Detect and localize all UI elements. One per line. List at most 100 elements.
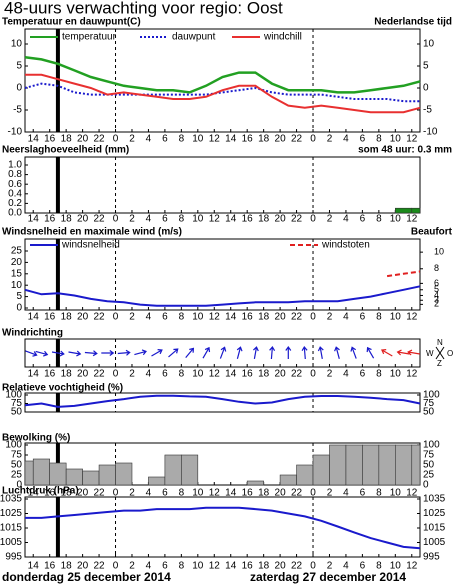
compass-rose — [435, 346, 445, 360]
x-tick-label: 20 — [77, 312, 89, 323]
x-tick-label: 2 — [129, 369, 135, 380]
wind-arrow — [35, 350, 49, 357]
x-tick-label: 18 — [61, 369, 73, 380]
x-tick-label: 0 — [310, 488, 316, 499]
x-tick-label: 2 — [327, 214, 333, 225]
x-tick-label: 10 — [192, 134, 204, 145]
x-tick-label: 2 — [327, 369, 333, 380]
x-tick-label: 10 — [192, 214, 204, 225]
x-tick-label: 18 — [61, 214, 73, 225]
bar — [181, 454, 199, 486]
x-tick-label: 18 — [61, 561, 73, 572]
x-tick-label: 4 — [146, 488, 152, 499]
x-tick-label: 0 — [113, 134, 119, 145]
x-tick-label: 14 — [28, 134, 40, 145]
wind-arrow — [285, 345, 292, 359]
date-label: zaterdag 27 december 2014 — [250, 570, 406, 584]
x-tick-label: 10 — [390, 561, 402, 572]
x-tick-label: 18 — [258, 214, 270, 225]
x-tick-label: 10 — [390, 134, 402, 145]
x-tick-label: 2 — [129, 488, 135, 499]
y-tick-label: 25 — [11, 470, 23, 481]
wind-arrow — [317, 346, 324, 360]
x-tick-label: 22 — [291, 561, 303, 572]
y-tick-label: 0.2 — [8, 198, 22, 209]
compass-label: O — [447, 349, 453, 358]
y-tick-label: 100 — [5, 390, 22, 401]
x-tick-label: 18 — [258, 312, 270, 323]
x-tick-label: 16 — [242, 561, 254, 572]
x-tick-label: 2 — [327, 134, 333, 145]
x-tick-label: 20 — [275, 369, 287, 380]
plot-frame — [24, 156, 421, 214]
legend-label: windstoten — [321, 240, 370, 251]
x-tick-label: 6 — [360, 488, 366, 499]
y-tick-label: 15 — [11, 268, 23, 279]
x-tick-label: 14 — [225, 561, 237, 572]
y-tick-label: 75 — [423, 450, 435, 461]
date-label: donderdag 25 december 2014 — [2, 570, 171, 584]
y-tick-label: 1015 — [0, 523, 22, 534]
x-tick-label: 4 — [146, 312, 152, 323]
bar — [279, 474, 297, 486]
x-tick-label: 8 — [376, 134, 382, 145]
series-line — [24, 285, 421, 307]
x-tick-label: 2 — [129, 312, 135, 323]
x-tick-label: 0 — [113, 214, 119, 225]
y-tick-label: 10 — [11, 39, 23, 50]
bar — [82, 470, 100, 486]
x-tick-label: 2 — [327, 488, 333, 499]
legend-label: temperatuur — [62, 32, 117, 43]
y-tick-label: 5 — [16, 291, 22, 302]
x-tick-label: 22 — [94, 561, 106, 572]
plot-frame — [24, 238, 421, 311]
x-tick-label: 12 — [209, 134, 221, 145]
y-tick-label: 0.0 — [8, 208, 22, 219]
y-tick-label: -5 — [13, 105, 22, 116]
x-tick-label: 8 — [376, 214, 382, 225]
x-tick-label: 14 — [225, 369, 237, 380]
y-tick-label: 5 — [16, 61, 22, 72]
wind-arrow — [407, 349, 421, 356]
bar — [98, 464, 116, 486]
y-tick-label: 0 — [16, 480, 22, 491]
panel-title: Windrichting — [2, 328, 63, 339]
panel-note: som 48 uur: 0.3 mm — [358, 145, 452, 156]
y2-tick-label: 10 — [434, 247, 444, 257]
y-tick-label: -5 — [423, 105, 432, 116]
x-tick-label: 2 — [129, 214, 135, 225]
x-tick-label: 20 — [77, 134, 89, 145]
x-tick-label: 2 — [129, 561, 135, 572]
x-tick-label: 14 — [28, 561, 40, 572]
wind-arrow — [334, 346, 340, 359]
plot-frame — [24, 338, 421, 368]
x-tick-label: 18 — [258, 134, 270, 145]
bar — [395, 444, 413, 486]
x-tick-label: 6 — [162, 561, 168, 572]
x-tick-label: 4 — [343, 369, 349, 380]
y-tick-label: 1.0 — [8, 160, 22, 171]
y-tick-label: 100 — [423, 390, 440, 401]
x-tick-label: 18 — [258, 488, 270, 499]
wind-arrow — [84, 350, 98, 357]
x-tick-label: 12 — [406, 561, 418, 572]
x-tick-label: 22 — [291, 488, 303, 499]
x-tick-label: 4 — [146, 561, 152, 572]
wind-arrow — [151, 349, 163, 357]
x-tick-label: 12 — [209, 369, 221, 380]
x-tick-label: 20 — [275, 214, 287, 225]
x-tick-label: 20 — [275, 134, 287, 145]
x-tick-label: 12 — [406, 214, 418, 225]
x-tick-label: 10 — [192, 488, 204, 499]
bar — [164, 454, 182, 486]
y2-tick-label: 8 — [434, 263, 439, 273]
x-tick-label: 16 — [44, 134, 56, 145]
bar — [395, 207, 413, 214]
y2-tick-label: 6 — [434, 278, 439, 288]
x-tick-label: 14 — [225, 312, 237, 323]
x-tick-label: 8 — [179, 488, 185, 499]
y-tick-label: 0 — [423, 480, 429, 491]
x-tick-label: 6 — [360, 312, 366, 323]
x-tick-label: 6 — [360, 369, 366, 380]
